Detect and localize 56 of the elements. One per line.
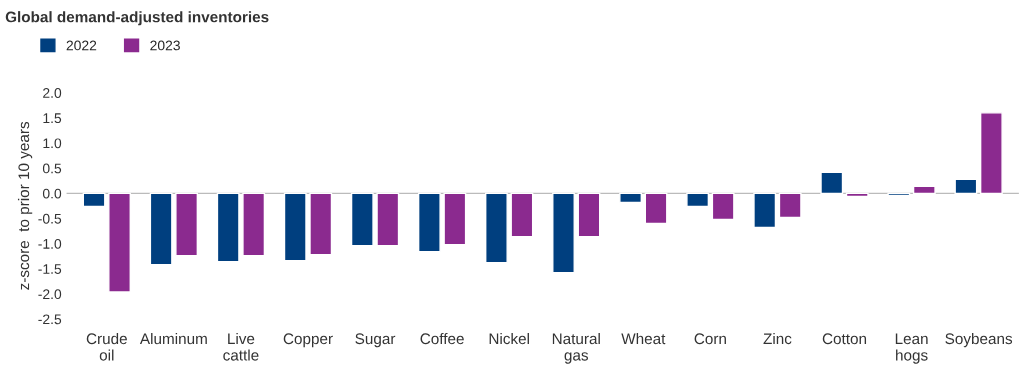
- bar: [309, 192, 333, 256]
- bar: [443, 192, 467, 246]
- bar: [820, 171, 844, 195]
- x-tick-label: Crude oil: [86, 332, 127, 361]
- bar: [485, 192, 508, 264]
- y-axis-title: z-score to prior 10 years: [17, 121, 33, 290]
- bar: [778, 192, 802, 219]
- y-tick-label: 1.5: [43, 113, 62, 124]
- chart-title: Global demand-adjusted inventories: [5, 11, 269, 26]
- x-tick-label: Natural gas: [552, 332, 600, 364]
- y-tick-label: -2.5: [38, 314, 62, 325]
- y-tick-label: 2.0: [43, 88, 62, 98]
- x-tick-label: Zinc: [763, 332, 792, 345]
- x-tick-label: Copper: [283, 333, 333, 348]
- bar: [644, 192, 668, 225]
- x-tick-label: Nickel: [489, 332, 529, 345]
- x-tick-label: Lean hogs: [895, 333, 928, 364]
- bar: [845, 192, 869, 198]
- x-tick-label: Wheat: [621, 332, 666, 345]
- bar: [753, 192, 777, 229]
- bar: [108, 192, 131, 293]
- y-tick-label: -1.0: [38, 238, 62, 249]
- bar: [510, 192, 534, 238]
- legend-label: 2023: [150, 40, 180, 51]
- x-tick-label: Corn: [694, 333, 726, 345]
- y-tick-label: 0.0: [42, 188, 62, 199]
- y-tick-label: -0.5: [38, 213, 62, 224]
- bar: [912, 185, 936, 195]
- bar: [242, 192, 266, 257]
- y-tick-label: -2.0: [38, 289, 62, 300]
- bar: [283, 192, 307, 262]
- bar: [417, 192, 441, 253]
- bar: [887, 192, 911, 197]
- bar: [552, 192, 575, 274]
- bar: [577, 192, 601, 238]
- bar: [376, 192, 400, 247]
- bar: [954, 178, 978, 195]
- y-tick-label: -1.5: [38, 264, 62, 274]
- x-tick-label: Live cattle: [223, 332, 259, 361]
- x-tick-label: Coffee: [420, 332, 464, 345]
- bar: [686, 192, 710, 208]
- bar: [350, 192, 374, 247]
- x-tick-label: Sugar: [355, 333, 396, 348]
- x-tick-label: Cotton: [822, 333, 867, 345]
- y-tick-label: 0.5: [42, 163, 62, 174]
- bar: [711, 192, 735, 221]
- bar: [979, 112, 1003, 195]
- bar: [619, 192, 643, 204]
- bar: [216, 192, 240, 263]
- y-tick-label: 1.0: [43, 138, 62, 149]
- bar: [175, 192, 199, 257]
- x-tick-label: Soybeans: [945, 332, 1013, 348]
- legend-label: 2022: [66, 40, 97, 51]
- bar: [82, 192, 106, 208]
- bar: [149, 192, 173, 266]
- x-tick-label: Aluminum: [139, 332, 207, 345]
